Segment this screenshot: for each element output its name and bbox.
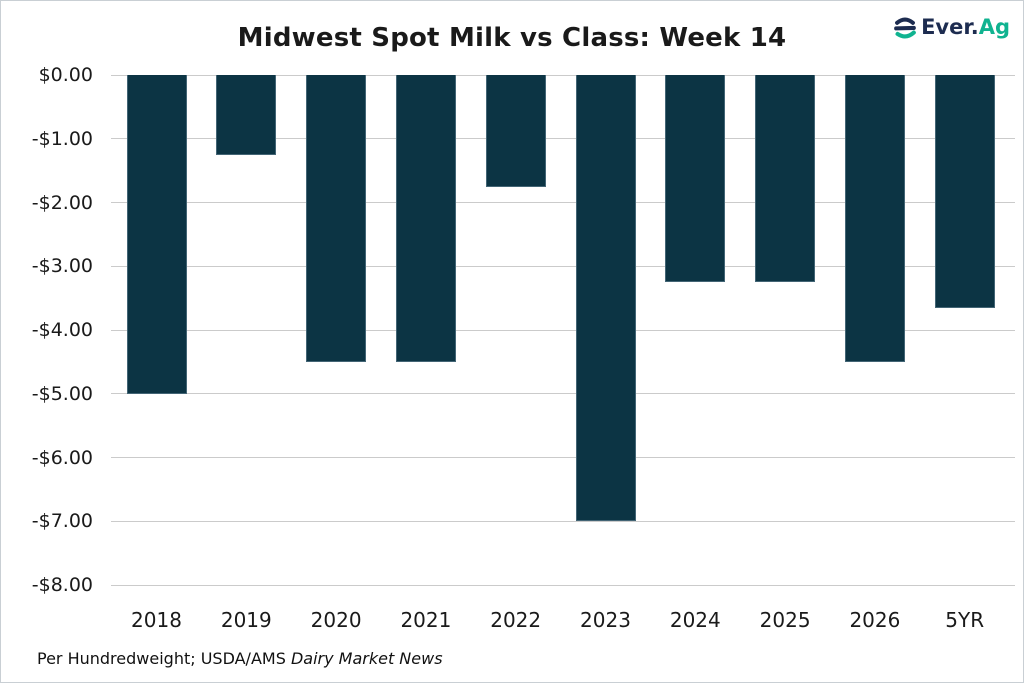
gridline--$7.00	[111, 520, 1015, 522]
y-axis-tick-label--$5.00: -$5.00	[31, 382, 93, 405]
x-axis-label-2022: 2022	[490, 608, 542, 632]
gridline--$3.00	[111, 265, 1015, 267]
x-axis-label-2024: 2024	[669, 608, 721, 632]
gridline-$0.00	[111, 74, 1015, 76]
everag-logo-text-ever: Ever.	[921, 15, 979, 39]
x-axis-label-2023: 2023	[580, 608, 631, 632]
footnote-italic: Dairy Market News	[290, 649, 443, 668]
everag-logo-text: Ever.Ag	[921, 15, 1010, 39]
gridline--$1.00	[111, 138, 1015, 140]
bar-5YR	[934, 75, 995, 308]
bar-2026	[844, 75, 905, 362]
plot-area	[111, 74, 1015, 586]
y-axis-tick-label--$3.00: -$3.00	[31, 255, 93, 278]
footnote-regular: Per Hundredweight; USDA/AMS	[37, 649, 291, 668]
bar-2024	[665, 75, 726, 283]
x-axis-label-2025: 2025	[759, 608, 811, 632]
y-axis-tick-label--$1.00: -$1.00	[31, 127, 93, 150]
x-axis-label-2026: 2026	[849, 608, 901, 632]
y-axis-tick-label--$8.00: -$8.00	[31, 574, 93, 596]
x-axis-label-2021: 2021	[400, 608, 452, 632]
bar-2022	[485, 75, 546, 187]
chart-title: Midwest Spot Milk vs Class: Week 14	[237, 23, 787, 53]
bar-2020	[306, 75, 367, 362]
y-axis-tick-label--$7.00: -$7.00	[31, 510, 93, 533]
x-axis-label-2020: 2020	[310, 608, 362, 632]
x-axis-label-2018: 2018	[131, 608, 182, 632]
bar-2021	[395, 75, 456, 362]
footnote: Per Hundredweight; USDA/AMS Dairy Market…	[37, 649, 443, 668]
bar-2025	[755, 75, 816, 283]
bar-2019	[216, 75, 277, 155]
gridline--$5.00	[111, 393, 1015, 395]
x-axis-label-2019: 2019	[220, 608, 272, 632]
y-axis-tick-label--$2.00: -$2.00	[31, 191, 93, 214]
bar-2023	[575, 75, 636, 522]
y-axis-tick-label--$6.00: -$6.00	[31, 446, 93, 469]
x-axis-label-5YR: 5YR	[945, 608, 985, 632]
everag-logo: Ever.Ag	[892, 14, 1010, 40]
y-axis-tick-label-$0.00: $0.00	[38, 64, 93, 86]
everag-logo-text-ag: Ag	[978, 15, 1010, 39]
gridline--$4.00	[111, 329, 1015, 331]
everag-logo-icon	[892, 14, 918, 40]
gridline--$6.00	[111, 457, 1015, 458]
y-axis-tick-label--$4.00: -$4.00	[31, 319, 93, 341]
gridline--$8.00	[111, 584, 1015, 586]
bar-2018	[126, 75, 187, 394]
gridline--$2.00	[111, 202, 1015, 203]
